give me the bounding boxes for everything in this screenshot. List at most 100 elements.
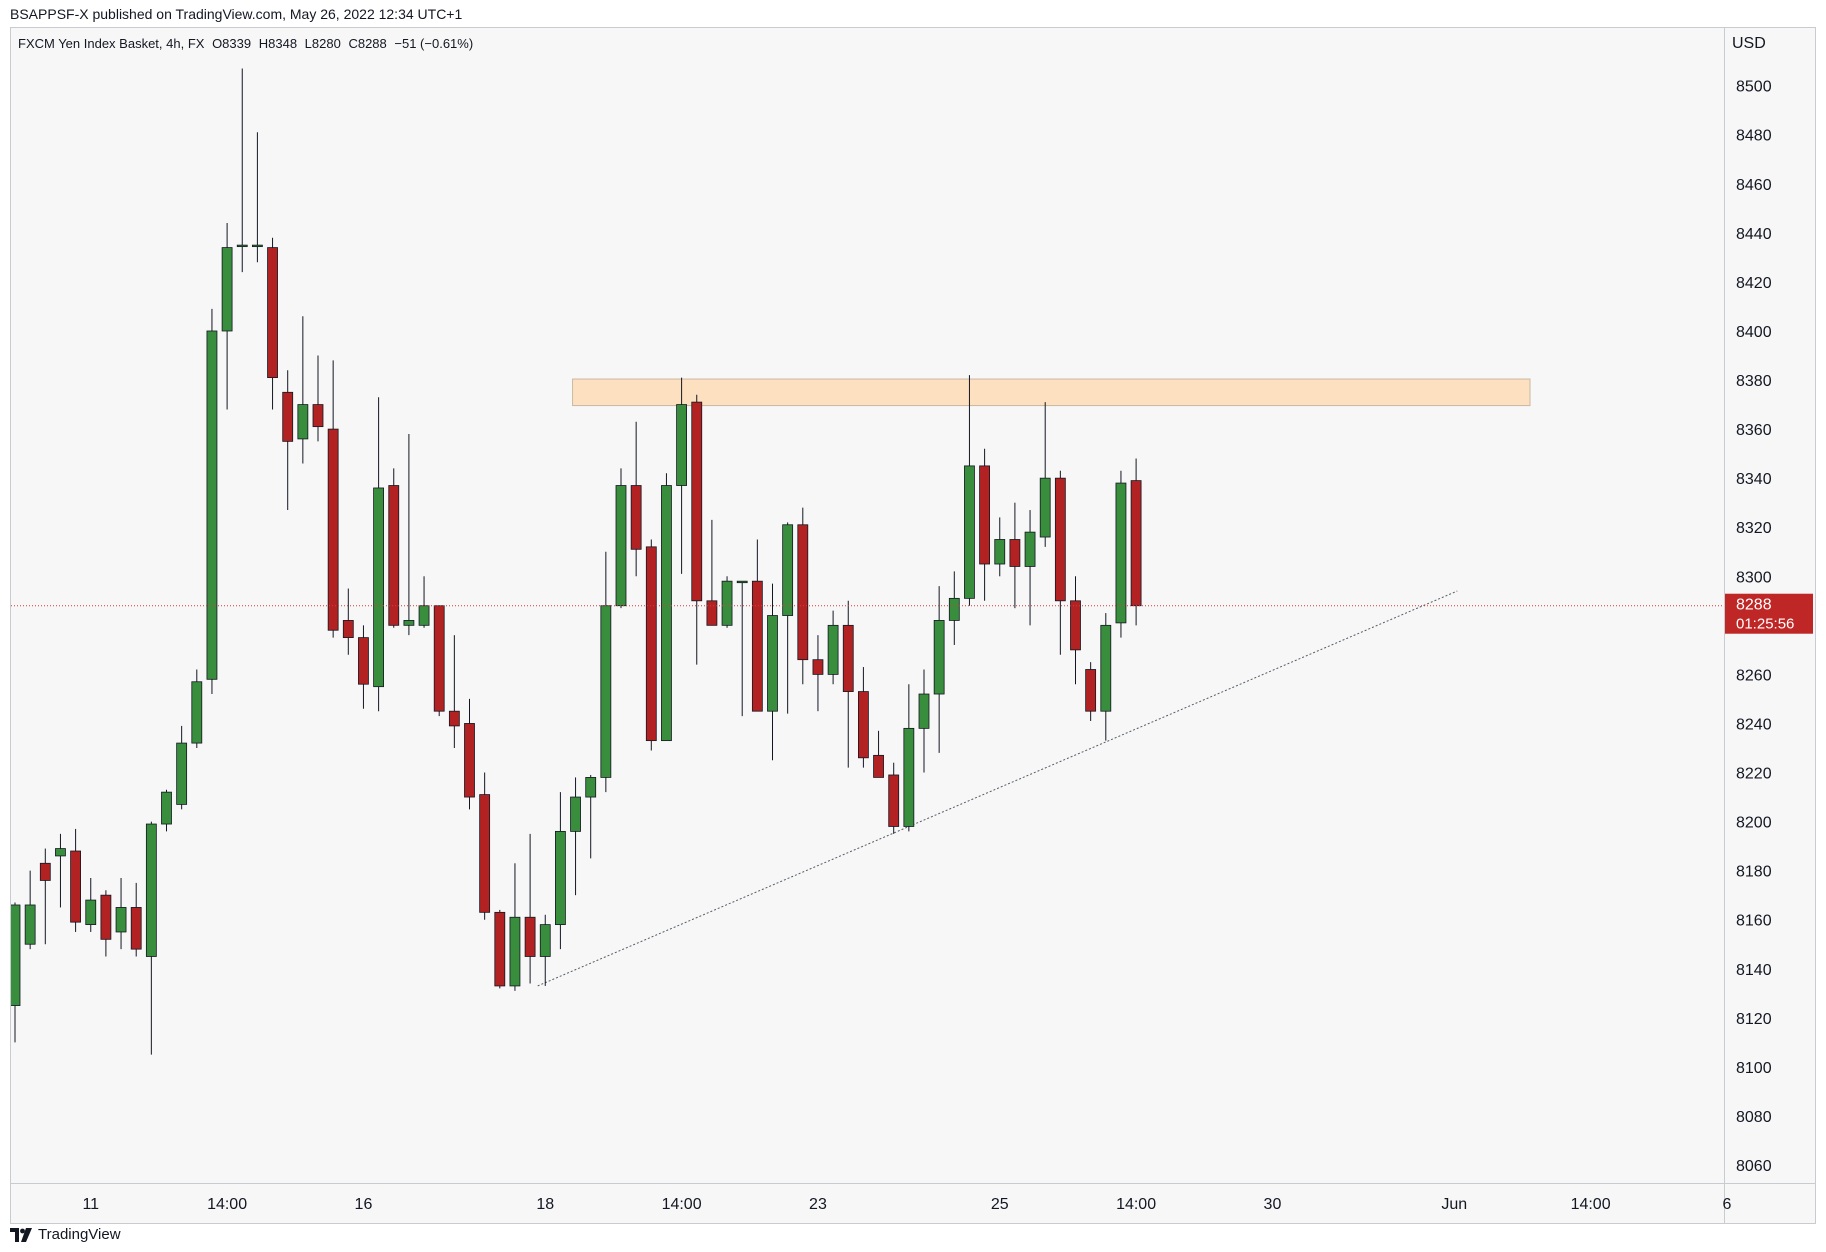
price-tick-label: 8060 [1736,1158,1772,1175]
candle [176,725,188,810]
candle-body [706,600,718,626]
candle-body [918,693,930,729]
candle-body [24,904,36,945]
candle [615,468,627,609]
candle-body [433,605,445,712]
price-tick-label: 8380 [1736,373,1772,390]
time-tick-label: 25 [991,1196,1009,1213]
candle [676,377,687,574]
price-tick-label: 8220 [1736,766,1772,783]
candle [1115,470,1127,638]
candle-body [964,465,975,599]
plot-area [9,28,1724,1183]
legend-open: O8339 [212,36,252,51]
candle [24,870,36,950]
candle [782,522,794,714]
candle [358,625,369,709]
candle-body [873,754,884,778]
candle-body [1130,480,1142,607]
candle [464,698,475,810]
candle-body [312,404,324,428]
candle-body [115,907,127,933]
candle [933,586,945,753]
candle [842,600,854,768]
footer-brand[interactable]: TradingView [10,1226,121,1243]
symbol-legend: FXCM Yen Index Basket, 4h, FX O8339 H834… [18,36,477,51]
candle-body [827,624,839,675]
candle [251,132,263,263]
candle [1024,510,1036,626]
candle [448,635,460,748]
candle-body [630,485,642,550]
footer-brand-label: TradingView [38,1226,121,1243]
candle [1054,470,1066,655]
candle [751,539,763,712]
candle-body [161,791,172,825]
candle-body [948,597,960,621]
candle [827,610,839,685]
candle-body [676,404,687,486]
candle-body [751,580,763,712]
candle-body [1024,531,1036,567]
candle [630,421,642,577]
candle [706,519,718,626]
candle [873,730,884,778]
plot-background [11,28,1724,1183]
last-price-value: 8288 [1736,597,1772,614]
candle [373,397,385,712]
time-tick-label: 14:00 [1116,1196,1156,1213]
candle [1100,613,1112,741]
candle-body [812,659,824,675]
price-axis: USD 8060 8080 8100 8120 8140 8160 8180 8200 8220 8… [1724,28,1813,1223]
price-tick-label: 8140 [1736,962,1772,979]
candle-body [1115,482,1127,624]
chart-svg[interactable]: USD 8060 8080 8100 8120 8140 8160 8180 8200 8220 8… [9,28,1815,1223]
candle-body [994,539,1006,565]
candle-body [130,907,142,950]
legend-symbol: FXCM Yen Index Basket, 4h, FX [18,36,205,51]
candle-body [736,580,748,584]
price-tick-label: 8420 [1736,275,1772,292]
candle [100,890,112,957]
candle [812,635,824,712]
candle [979,448,990,601]
candle [858,667,869,768]
candle-body [645,546,657,742]
legend-low: L8280 [304,36,341,51]
legend-change: −51 (−0.61%) [394,36,474,51]
candle [524,833,536,984]
candle [418,576,430,628]
trendline [537,590,1458,987]
candle [903,684,915,832]
price-tick-label: 8240 [1736,716,1772,733]
candle-body [418,605,430,626]
price-tick-label: 8100 [1736,1060,1772,1077]
candle [433,605,445,717]
candle [206,308,218,695]
candle [55,833,66,908]
candle-body [251,244,263,248]
bar-countdown: 01:25:56 [1736,616,1794,633]
candle-body [327,428,339,631]
candle [721,576,733,628]
candle-body [1054,477,1066,602]
candle [236,68,248,273]
candle [85,877,97,932]
candle [1009,502,1021,609]
candle-body [782,524,794,616]
chart-frame[interactable]: USD 8060 8080 8100 8120 8140 8160 8180 8200 8220 8… [9,27,1816,1224]
candle-body [661,485,672,742]
candle-body [206,330,218,680]
candle [918,669,930,773]
candle [1039,402,1051,547]
candle [555,792,566,950]
time-tick-label: 30 [1264,1196,1282,1213]
candle-body [403,620,415,626]
candle [736,580,748,717]
price-tick-label: 8440 [1736,226,1772,243]
candle [267,237,278,410]
candle-body [145,823,157,957]
candle-body [9,904,21,1006]
candle-body [358,637,369,685]
candle-body [282,391,294,442]
